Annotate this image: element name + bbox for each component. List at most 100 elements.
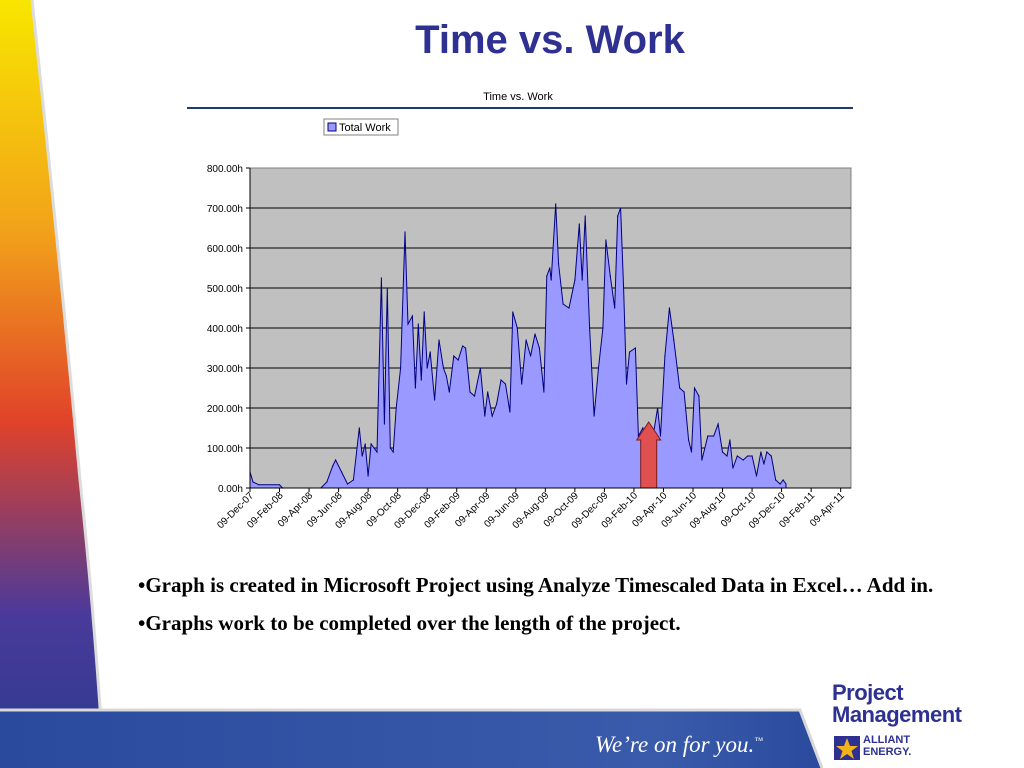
highlight-arrow — [635, 421, 662, 489]
data-point — [469, 391, 471, 393]
data-point — [414, 387, 416, 389]
data-point — [448, 391, 450, 393]
data-point — [335, 459, 337, 461]
time-vs-work-chart: Time vs. Work Total Work 0.00h 100.00h 200… — [187, 91, 853, 531]
data-point — [367, 475, 369, 477]
y-tick-label: 200.00h — [207, 404, 243, 415]
data-point — [581, 279, 583, 281]
logo-line-2: Management — [832, 702, 962, 727]
slide-title: Time vs. Work — [415, 18, 685, 62]
data-point — [698, 395, 700, 397]
data-point — [361, 455, 363, 457]
data-point — [525, 339, 527, 341]
data-point — [487, 391, 489, 393]
data-point — [766, 451, 768, 453]
legend-label: Total Work — [339, 122, 391, 134]
bullet-list: •Graph is created in Microsoft Project u… — [138, 572, 958, 648]
logo-line-1: Project — [832, 680, 904, 705]
data-point — [729, 439, 731, 441]
data-point — [389, 447, 391, 449]
data-point — [760, 451, 762, 453]
data-point — [438, 339, 440, 341]
data-point — [376, 451, 378, 453]
y-tick-label: 800.00h — [207, 164, 243, 175]
series-total-work-area — [249, 203, 787, 489]
data-point — [597, 367, 600, 369]
y-axis: 0.00h 100.00h 200.00h 300.00h 400.00h 500.00h… — [207, 164, 251, 495]
data-point — [543, 391, 545, 393]
data-point — [341, 471, 343, 473]
alliant-energy-logo-icon — [834, 736, 860, 760]
bullet-2: •Graphs work to be completed over the le… — [138, 611, 681, 635]
data-point — [721, 451, 724, 453]
data-point — [770, 455, 772, 457]
data-point — [453, 355, 455, 357]
data-point — [602, 327, 604, 329]
data-point — [673, 339, 675, 341]
data-point — [717, 423, 719, 425]
data-point — [782, 479, 784, 481]
data-point — [326, 481, 328, 483]
project-management-logo: Project Management — [832, 680, 962, 727]
brand-line-1: ALLIANT — [863, 734, 911, 746]
data-point — [713, 435, 715, 437]
data-point — [614, 307, 616, 309]
data-point — [668, 307, 670, 309]
data-point — [593, 415, 595, 417]
data-point — [434, 399, 436, 401]
data-point — [747, 455, 749, 457]
data-point — [417, 323, 419, 325]
data-point — [364, 443, 366, 445]
data-point — [679, 387, 681, 389]
data-point — [628, 351, 631, 353]
data-point — [395, 407, 397, 409]
data-point — [457, 359, 459, 361]
data-point — [423, 311, 425, 313]
data-point — [429, 351, 431, 353]
data-point — [400, 367, 402, 369]
data-point — [521, 383, 523, 385]
data-point — [605, 239, 607, 241]
data-point — [707, 435, 709, 437]
data-point — [426, 367, 428, 369]
data-point — [534, 333, 536, 335]
data-point — [258, 484, 260, 486]
data-point — [278, 484, 281, 486]
data-point — [370, 443, 372, 445]
data-point — [252, 481, 254, 483]
x-axis: 09-Dec-0709-Feb-0809-Apr-0809-Jun-0809-A… — [215, 487, 851, 531]
data-point — [775, 479, 777, 481]
legend-swatch — [327, 122, 337, 132]
data-point — [411, 315, 413, 317]
data-point — [736, 455, 738, 457]
data-point — [574, 279, 576, 281]
data-point — [785, 483, 787, 485]
data-point — [538, 347, 540, 349]
data-point — [407, 323, 409, 325]
data-point — [779, 483, 781, 485]
data-point — [726, 455, 728, 457]
data-point — [383, 423, 385, 425]
data-point — [516, 327, 518, 329]
data-point — [568, 307, 570, 309]
data-point — [491, 415, 493, 417]
data-point — [763, 463, 765, 465]
data-point — [701, 459, 703, 461]
data-point — [549, 267, 551, 269]
legend-box — [323, 118, 399, 136]
data-point — [380, 277, 382, 279]
bullet-1: •Graph is created in Microsoft Project u… — [138, 573, 934, 597]
annotation-layer — [635, 421, 662, 489]
data-point — [352, 479, 354, 481]
left-decorative-band — [0, 0, 106, 768]
data-point — [504, 383, 507, 385]
chart-title: Time vs. Work — [483, 91, 553, 103]
tagline-text: We’re on for you. — [595, 732, 755, 757]
data-point — [346, 483, 349, 485]
data-point — [445, 375, 447, 377]
y-tick-label: 700.00h — [207, 204, 243, 215]
data-point — [659, 435, 662, 437]
data-point — [558, 263, 560, 265]
data-point — [693, 387, 696, 389]
data-point — [589, 327, 591, 329]
